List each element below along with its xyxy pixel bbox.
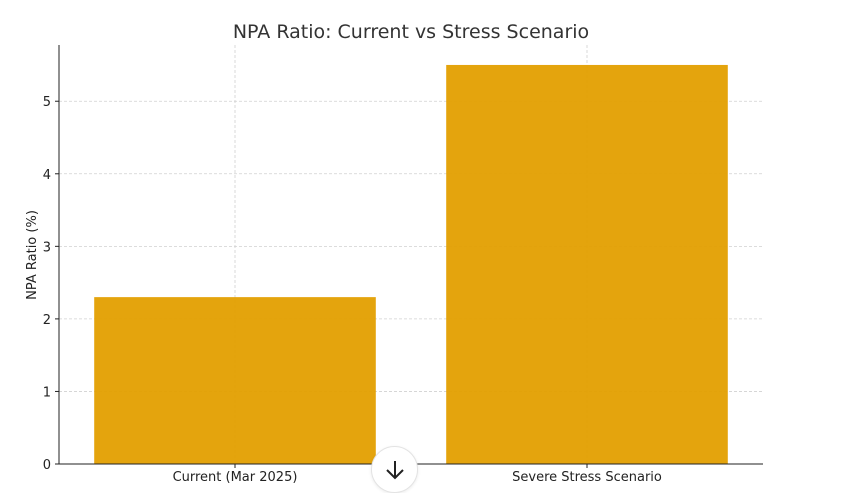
- scroll-down-button[interactable]: [371, 446, 418, 493]
- y-tick-label: 1: [43, 385, 51, 400]
- chart-title: NPA Ratio: Current vs Stress Scenario: [233, 21, 589, 43]
- y-tick-label: 4: [43, 168, 51, 183]
- x-tick-label: Severe Stress Scenario: [512, 470, 662, 485]
- x-tick-label: Current (Mar 2025): [173, 470, 298, 485]
- y-tick-label: 3: [43, 240, 51, 255]
- arrow-down-icon: [385, 460, 404, 479]
- y-tick-label: 2: [43, 313, 51, 328]
- y-axis-label: NPA Ratio (%): [25, 210, 40, 300]
- y-tick-label: 5: [43, 95, 51, 110]
- bar-1: [94, 297, 376, 464]
- y-tick-label: 0: [43, 458, 51, 473]
- bar-2: [446, 64, 728, 464]
